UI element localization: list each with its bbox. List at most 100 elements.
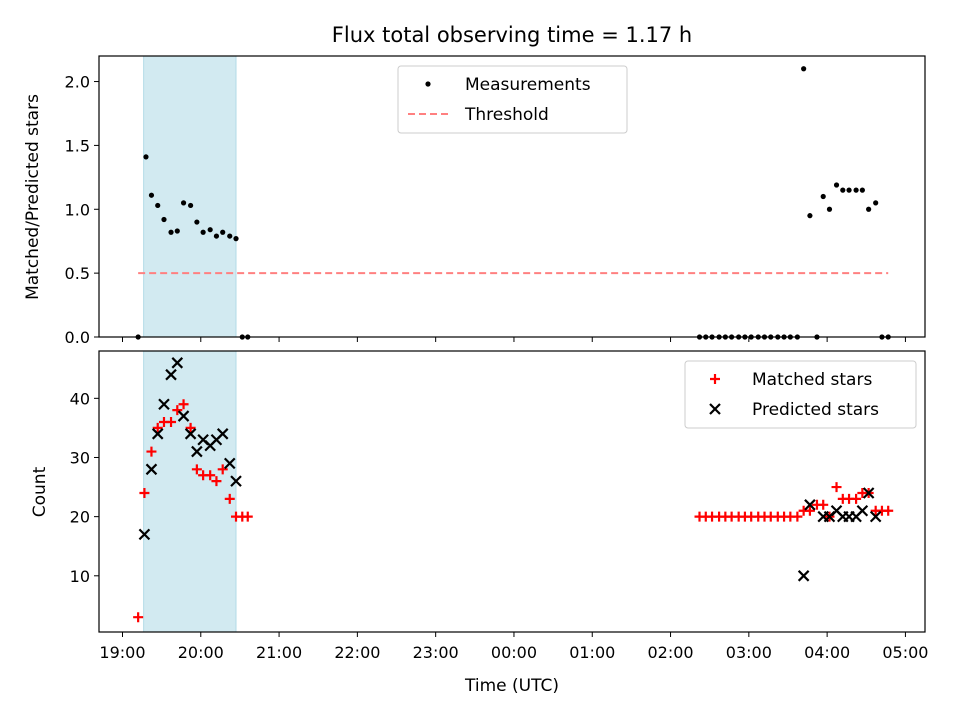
predicted-star-point: [138, 528, 151, 541]
y-tick-label: 1.5: [65, 136, 90, 155]
shaded-span: [143, 350, 237, 633]
x-tick-label: 23:00: [413, 643, 459, 662]
predicted-star-point: [869, 510, 882, 523]
predicted-star-point: [230, 475, 242, 487]
y-tick-label: 1.0: [65, 200, 90, 219]
measurement-point: [188, 202, 194, 209]
matched-star-point: [851, 493, 862, 504]
matched-star-point: [152, 422, 163, 433]
predicted-star-point: [862, 487, 875, 499]
shaded-span: [143, 55, 237, 338]
legend-swatch-plus: [710, 374, 720, 384]
measurement-point: [213, 233, 220, 239]
matched-star-point: [166, 416, 177, 427]
measurement-point: [866, 206, 872, 212]
measurement-point: [807, 213, 813, 219]
predicted-star-point: [177, 410, 190, 422]
chart-title: Flux total observing time = 1.17 h: [332, 23, 692, 47]
measurement-point: [873, 200, 879, 206]
matched-star-point: [185, 422, 196, 433]
measurement-point: [207, 227, 213, 233]
legend: Measurements Threshold: [397, 65, 628, 134]
predicted-star-point: [797, 570, 810, 582]
x-tick-label: 03:00: [726, 643, 772, 662]
measurement-point: [143, 154, 149, 160]
top-panel: 0.0 0.5 1.0 1.5 2.0 Measurements Threshold: [65, 55, 926, 347]
legend-label: Measurements: [465, 75, 591, 95]
measurement-point: [200, 229, 206, 235]
predicted-star-point: [145, 463, 158, 476]
legend-swatch-dot: [425, 81, 431, 87]
axes-frame: [98, 350, 926, 633]
y-tick-label: 20: [70, 508, 90, 527]
measurement-point: [220, 229, 226, 235]
x-tick-label: 04:00: [804, 643, 850, 662]
x-tick-label: 01:00: [569, 643, 615, 662]
legend-label: Threshold: [464, 105, 549, 125]
legend: Matched stars Predicted stars: [684, 360, 917, 429]
predicted-star-point: [804, 499, 816, 511]
measurement-point: [168, 229, 174, 235]
matched-star-point: [178, 399, 189, 410]
measurement-point: [180, 200, 187, 206]
measurement-point: [148, 192, 155, 198]
predicted-star-point: [856, 504, 869, 517]
measurement-point: [846, 187, 852, 193]
predicted-star-point: [191, 445, 203, 458]
x-tick-label: 02:00: [647, 643, 693, 662]
measurement-point: [826, 206, 833, 212]
y-axis-label-bottom: Count: [30, 466, 50, 517]
predicted-star-point: [171, 357, 184, 369]
matched-star-point: [804, 505, 815, 516]
measurement-point: [840, 187, 846, 193]
y-tick-label: 0.5: [65, 264, 90, 283]
x-tick-label: 00:00: [491, 643, 537, 662]
measurement-point: [833, 182, 840, 188]
measurement-point: [194, 219, 200, 225]
predicted-star-point: [151, 428, 164, 440]
matched-star-point: [146, 446, 157, 457]
measurement-point: [161, 216, 167, 223]
y-tick-label: 10: [70, 567, 90, 586]
x-axis-label: Time (UTC): [464, 676, 559, 696]
x-tick-label: 20:00: [178, 643, 224, 662]
legend-box: [397, 65, 628, 134]
measurement-point: [233, 236, 239, 242]
y-tick-label: 2.0: [65, 73, 90, 92]
matched-star-point: [242, 511, 253, 522]
measurement-point: [801, 66, 807, 72]
measurement-point: [227, 233, 233, 239]
measurement-point: [820, 193, 826, 200]
matched-star-point: [172, 405, 183, 416]
matched-star-point: [217, 464, 228, 475]
measurement-point: [853, 187, 859, 193]
matched-star-point: [792, 511, 803, 522]
legend-box: [684, 360, 917, 429]
x-tick-label: 19:00: [99, 643, 145, 662]
legend-swatch-x: [709, 403, 721, 415]
predicted-star-point: [184, 428, 197, 440]
matched-star-point: [139, 487, 150, 498]
predicted-star-point: [158, 398, 170, 411]
x-tick-label: 22:00: [334, 643, 380, 662]
predicted-star-point: [223, 457, 236, 470]
measurement-point: [155, 202, 161, 209]
matched-star-point: [133, 612, 144, 623]
y-tick-label: 30: [70, 448, 90, 467]
legend-label: Predicted stars: [752, 400, 879, 420]
bottom-panel: 10 20 30 40 19:00 20:00 21:00 22:00 23:00 00:00 01…: [70, 350, 928, 662]
predicted-star-point: [165, 368, 177, 381]
matched-star-point: [818, 499, 829, 510]
y-axis-label-top: Matched/Predicted stars: [23, 94, 43, 300]
y-tick-label: 0.0: [65, 328, 90, 347]
axes-frame: [98, 55, 926, 338]
predicted-star-point: [216, 428, 229, 440]
matched-star-point: [191, 464, 202, 475]
matched-star-point: [883, 505, 894, 516]
x-tick-label: 05:00: [882, 643, 928, 662]
y-tick-label: 40: [70, 389, 90, 408]
matched-star-point: [205, 470, 216, 481]
measurement-point: [174, 228, 180, 234]
measurement-point: [859, 187, 865, 193]
